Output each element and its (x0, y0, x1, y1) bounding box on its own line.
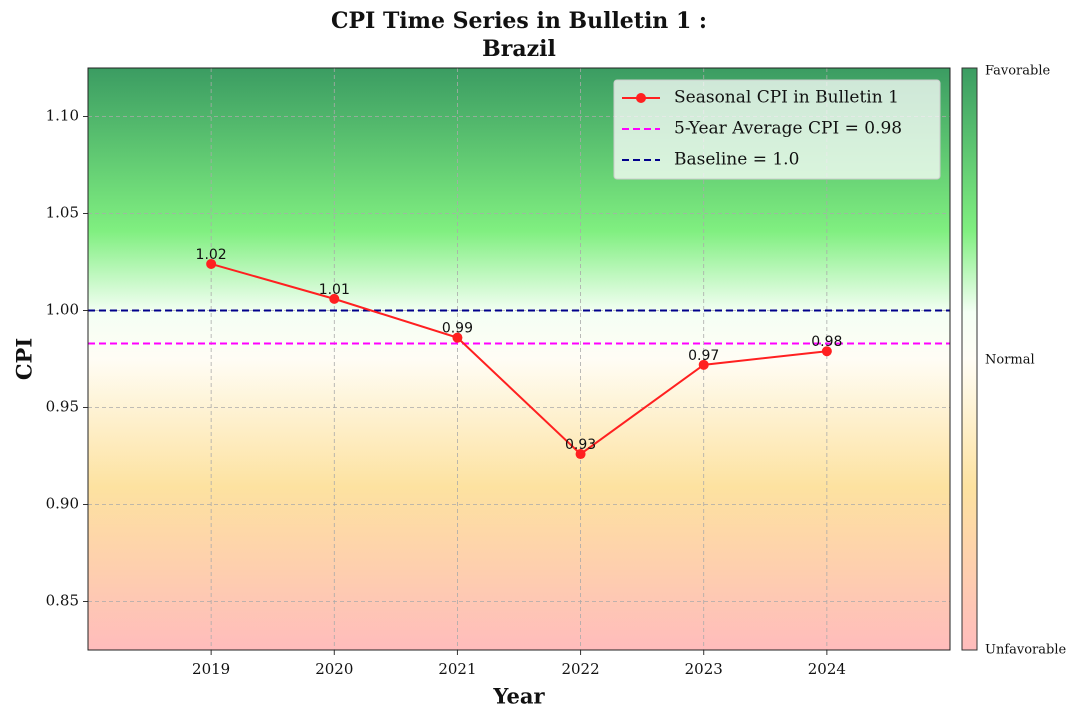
legend-label: 5-Year Average CPI = 0.98 (674, 119, 902, 139)
legend-box (613, 79, 941, 180)
plot-frame (87, 67, 951, 651)
x-tick-label: 2023 (685, 660, 723, 678)
y-tick-label: 1.05 (46, 204, 79, 222)
data-point (821, 346, 832, 357)
legend-marker (636, 93, 646, 103)
x-tick-label: 2020 (315, 660, 353, 678)
y-tick-label: 0.90 (46, 495, 79, 513)
data-point (329, 293, 340, 304)
x-tick-label: 2022 (561, 660, 599, 678)
data-label: 1.02 (196, 247, 227, 263)
y-tick-label: 1.10 (46, 107, 79, 125)
x-tick-label: 2021 (438, 660, 476, 678)
data-point (575, 449, 586, 460)
x-axis-label: Year (492, 684, 545, 709)
y-tick-label: 0.85 (46, 592, 79, 610)
data-line (210, 262, 827, 456)
chart-title: CPI Time Series in Bulletin 1 : (331, 8, 707, 34)
data-point (452, 332, 463, 343)
y-tick-label: 0.95 (46, 398, 79, 416)
chart-title: Brazil (482, 36, 556, 62)
colorbar-label: Favorable (985, 64, 1051, 79)
data-label: 0.93 (565, 437, 596, 453)
y-tick-label: 1.00 (46, 301, 79, 319)
data-label: 0.97 (688, 348, 719, 364)
x-tick-label: 2019 (192, 660, 230, 678)
data-label: 0.98 (811, 334, 842, 350)
data-label: 1.01 (319, 282, 350, 298)
data-label: 0.99 (442, 321, 473, 337)
y-axis-label: CPI (12, 338, 37, 380)
legend-label: Seasonal CPI in Bulletin 1 (674, 88, 899, 108)
colorbar-label: Unfavorable (985, 643, 1067, 658)
colorbar-label: Normal (985, 353, 1035, 368)
data-point (206, 258, 217, 269)
x-tick-label: 2024 (808, 660, 846, 678)
legend-label: Baseline = 1.0 (674, 150, 799, 170)
data-point (698, 359, 709, 370)
colorbar (961, 67, 978, 651)
